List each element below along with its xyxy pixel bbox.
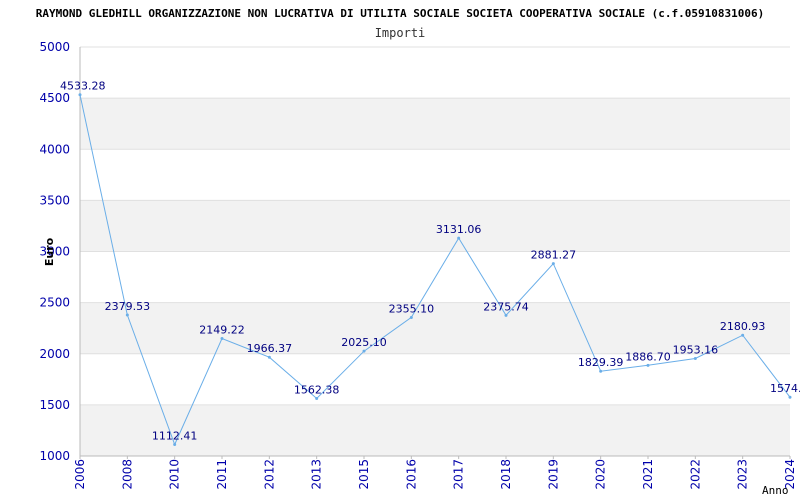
plot-background — [80, 98, 790, 456]
data-label: 2379.53 — [105, 300, 151, 313]
chart-subtitle: Importi — [375, 26, 426, 40]
data-label: 2881.27 — [531, 249, 577, 262]
data-point — [457, 236, 461, 240]
x-tick-label: 2019 — [546, 459, 560, 490]
y-tick-label: 1500 — [39, 398, 70, 412]
data-point — [362, 349, 366, 353]
y-axis-title: Euro — [43, 237, 56, 266]
y-tick-label: 2500 — [39, 296, 70, 310]
data-point — [220, 336, 224, 340]
x-tick-label: 2024 — [783, 459, 797, 490]
x-tick-label: 2018 — [499, 459, 513, 490]
x-tick-label: 2020 — [594, 459, 608, 490]
y-tick-label: 3000 — [39, 245, 70, 259]
x-tick-label: 2015 — [357, 459, 371, 490]
y-tick-label: 4500 — [39, 91, 70, 105]
x-tick-label: 2013 — [310, 459, 324, 490]
x-tick-label: 2012 — [262, 459, 276, 490]
x-tick-label: 2008 — [120, 459, 134, 490]
data-label: 2375.74 — [483, 300, 529, 313]
data-point — [173, 443, 177, 447]
data-label: 1574.6 — [770, 382, 800, 395]
data-label: 1966.37 — [247, 342, 293, 355]
data-label: 1829.39 — [578, 356, 624, 369]
y-tick-label: 5000 — [39, 40, 70, 54]
chart-title: RAYMOND GLEDHILL ORGANIZZAZIONE NON LUCR… — [36, 7, 764, 20]
y-tick-label: 1000 — [39, 449, 70, 463]
data-point — [741, 333, 745, 337]
x-tick-label: 2016 — [404, 459, 418, 490]
data-label: 1953.16 — [673, 344, 719, 357]
data-points — [78, 93, 792, 447]
x-tick-label: 2011 — [215, 459, 229, 490]
data-label: 1112.41 — [152, 430, 198, 443]
data-point — [267, 355, 271, 359]
data-point — [78, 93, 82, 97]
data-point — [315, 396, 319, 400]
x-tick-label: 2022 — [688, 459, 702, 490]
background-band — [80, 200, 790, 252]
background-band — [80, 302, 790, 354]
x-tick-labels: 2006 2008 2010 2011 2012 2013 2015 2016 2017 2018… — [73, 456, 797, 490]
data-point — [409, 315, 413, 319]
y-tick-label: 3500 — [39, 193, 70, 207]
data-point — [693, 357, 697, 361]
series-line — [79, 94, 791, 446]
data-point — [646, 363, 650, 367]
x-tick-label: 2006 — [73, 459, 87, 490]
y-tick-label: 2000 — [39, 347, 70, 361]
x-tick-label: 2023 — [736, 459, 750, 490]
x-tick-label: 2021 — [641, 459, 655, 490]
data-label: 2025.10 — [341, 336, 387, 349]
data-point — [551, 262, 555, 266]
data-label: 2180.93 — [720, 320, 766, 333]
y-tick-label: 4000 — [39, 142, 70, 156]
background-band — [80, 98, 790, 150]
data-label: 2355.10 — [389, 302, 435, 315]
data-label: 3131.06 — [436, 223, 482, 236]
data-label: 4533.28 — [60, 80, 106, 93]
data-label: 2149.22 — [199, 323, 245, 336]
y-tick-labels: 1000 1500 2000 2500 3000 3500 4000 4500 5000 — [39, 40, 70, 463]
data-point — [599, 369, 603, 373]
background-band — [80, 404, 790, 456]
x-axis-title: Anno — [762, 484, 789, 497]
data-point — [504, 313, 508, 317]
x-tick-label: 2017 — [452, 459, 466, 490]
data-point — [788, 395, 792, 399]
data-point — [125, 313, 129, 317]
data-label: 1562.38 — [294, 383, 340, 396]
data-label: 1886.70 — [625, 350, 671, 363]
x-tick-label: 2010 — [168, 459, 182, 490]
